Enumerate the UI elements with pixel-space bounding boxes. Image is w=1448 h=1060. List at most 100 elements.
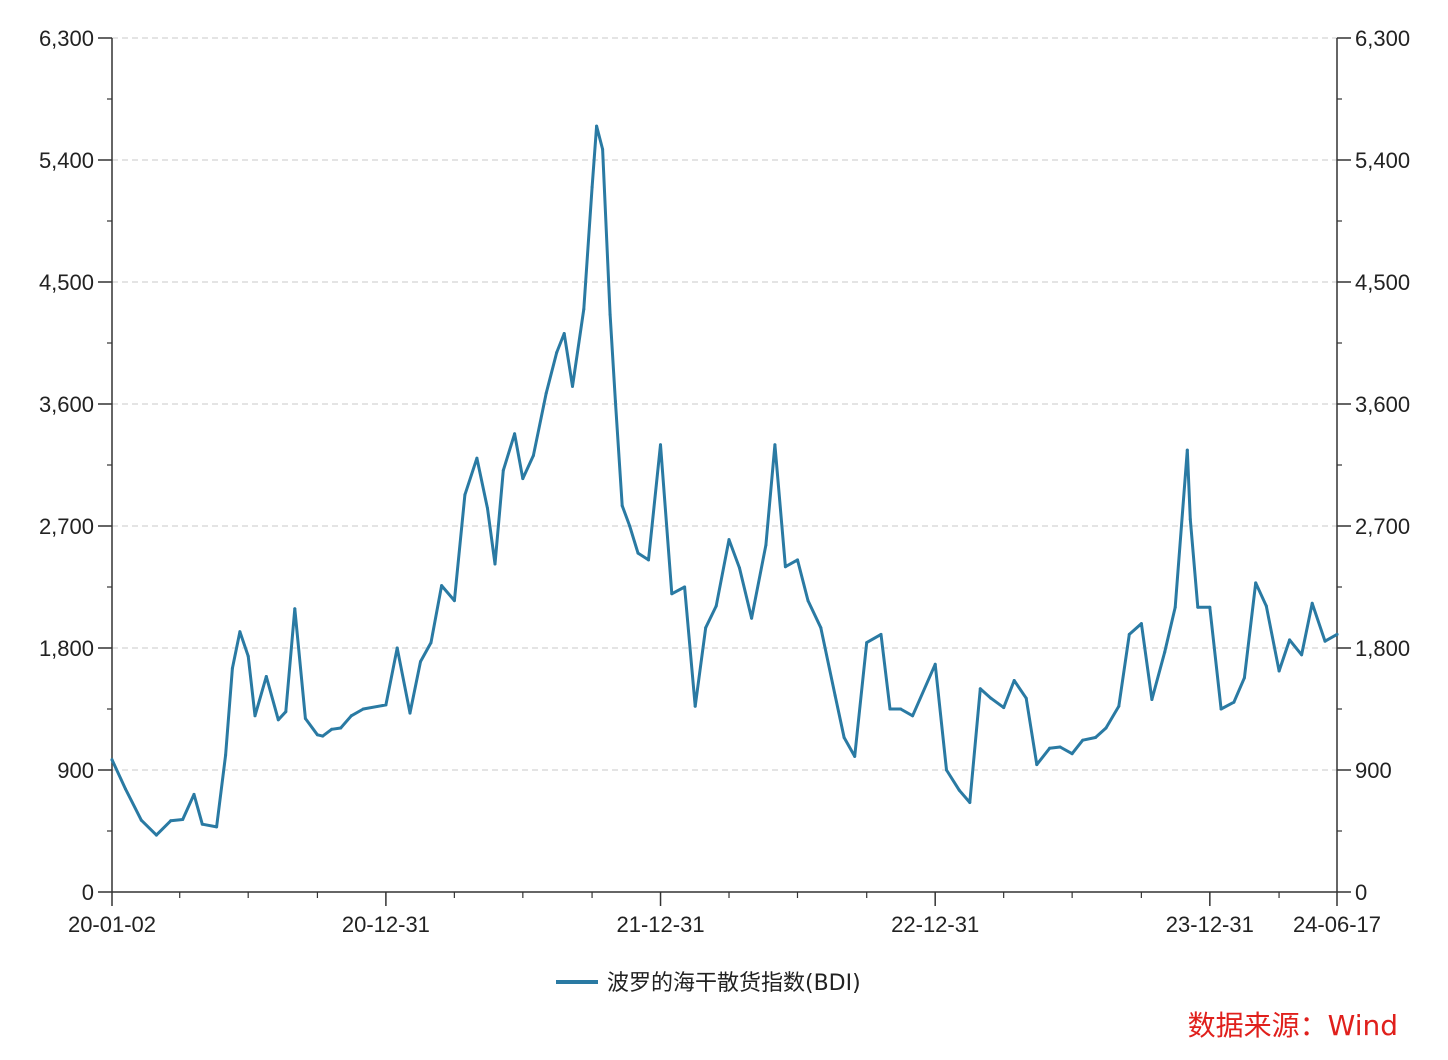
bdi-data-point [833,693,837,697]
bdi-data-point [911,714,915,718]
y-tick-label-left: 0 [82,880,94,905]
bdi-data-point [452,599,456,603]
bdi-data-point [181,818,185,821]
bdi-data-point [608,313,612,316]
y-tick-label-right: 3,600 [1355,392,1410,417]
bdi-data-point [408,711,412,715]
bdi-data-point [246,654,250,658]
bdi-data-point [1081,738,1085,742]
bdi-data-point [531,454,535,457]
bdi-data-point [224,753,228,757]
bdi-data-point [1219,707,1223,711]
x-tick-label: 24-06-17 [1293,912,1381,937]
bdi-data-point [264,675,268,678]
bdi-data-point [571,384,574,388]
bdi-data-point [429,641,433,645]
y-tick-label-right: 1,800 [1355,636,1410,661]
bdi-data-point [192,792,196,796]
bdi-data-point [1002,706,1006,710]
data-source-note: 数据来源：Wind [1187,1009,1398,1042]
bdi-data-point [1254,581,1258,585]
bdi-data-point [888,707,892,711]
bdi-data-point [1012,679,1016,682]
bdi-data-point [601,147,605,151]
y-tick-label-left: 2,700 [39,514,94,539]
bdi-data-point [1163,650,1167,654]
bdi-data-point [620,504,624,508]
bdi-data-point [1024,696,1028,700]
bdi-data-point [1058,745,1062,749]
y-tick-label-left: 900 [57,758,94,783]
bdi-data-point [321,734,325,738]
bdi-data-point [727,538,731,542]
y-tick-label-right: 2,700 [1355,514,1410,539]
bdi-data-point [978,687,982,691]
x-tick-label: 20-12-31 [342,912,430,937]
bdi-data-point [595,124,599,128]
bdi-data-point [486,506,489,510]
gridlines [112,37,1337,771]
bdi-data-point [693,704,697,708]
bdi-data-point [764,543,768,547]
y-tick-label-left: 3,600 [39,392,94,417]
bdi-data-point [330,727,334,731]
bdi-data-point [1173,605,1177,609]
bdi-data-point [395,646,399,650]
bdi-data-point [253,714,257,718]
legend: 波罗的海干散货指数(BDI) [556,971,861,996]
bdi-data-point [1264,604,1268,608]
y-tick-label-right: 0 [1355,880,1367,905]
bdi-data-point [819,626,823,630]
bdi-data-point [1196,605,1200,609]
bdi-data-point [582,307,586,311]
bdi-data-point [303,717,307,720]
legend-label: 波罗的海干散货指数(BDI) [607,971,861,996]
bdi-data-point [945,768,948,772]
bdi-data-point [636,551,640,555]
bdi-data-point [933,662,937,666]
bdi-data-point [215,825,219,829]
bdi-data-point [670,592,674,596]
bdi-data-point [1242,676,1246,680]
bdi-data-point [384,703,388,707]
y-axis-left-ticks: 0 900 1,800 2,700 3,600 4,500 5,400 6,300 [39,26,112,905]
bdi-data-point [200,822,204,826]
bdi-data-point [1070,752,1074,756]
bdi-data-point [361,707,365,711]
bdi-data-point [1208,605,1212,609]
y-axis-right-ticks: 0 900 1,800 2,700 3,600 4,500 5,400 6,300 [1337,26,1410,905]
y-tick-label-right: 900 [1355,758,1392,783]
x-axis-ticks: 20-01-02 20-12-31 21-12-31 22-12-31 23-12-31… [68,892,1381,937]
y-tick-label-right: 4,500 [1355,270,1410,295]
bdi-data-point [1139,622,1143,626]
bdi-data-point [968,801,972,804]
x-tick-label: 21-12-31 [617,912,705,937]
bdi-data-point [704,626,708,630]
bdi-data-point [230,666,234,670]
bdi-data-point [628,524,632,528]
y-tick-label-left: 6,300 [39,26,94,51]
bdi-data-point [339,726,343,730]
bdi-data-point [1048,746,1052,750]
bdi-data-point [1323,639,1327,643]
bdi-data-point [1310,601,1314,605]
bdi-data-point [555,351,559,354]
bdi-data-point [1150,698,1154,701]
bdi-data-point [284,710,288,714]
bdi-data-point [562,332,566,335]
bdi-data-point [493,562,497,566]
bdi-data-point [169,819,173,823]
bdi-data-point [1127,632,1131,636]
bdi-data-point [521,477,525,481]
bdi-data-point [879,632,883,636]
bdi-data-point [957,788,961,792]
bdi-data-point [463,493,467,497]
bdi-data-point [806,599,810,603]
bdi-data-point [714,604,718,608]
y-tick-label-left: 1,800 [39,636,94,661]
x-tick-label: 20-01-02 [68,912,156,937]
bdi-data-point [796,558,799,562]
bdi-data-point [773,443,777,447]
bdi-data-point [276,718,280,722]
